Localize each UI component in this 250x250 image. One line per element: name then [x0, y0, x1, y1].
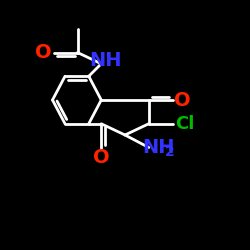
- Text: 2: 2: [165, 146, 175, 160]
- Text: O: O: [93, 148, 110, 167]
- Text: NH: NH: [89, 50, 121, 70]
- Text: NH: NH: [142, 138, 175, 157]
- Text: O: O: [36, 43, 52, 62]
- Text: O: O: [174, 90, 191, 110]
- Text: Cl: Cl: [175, 115, 195, 133]
